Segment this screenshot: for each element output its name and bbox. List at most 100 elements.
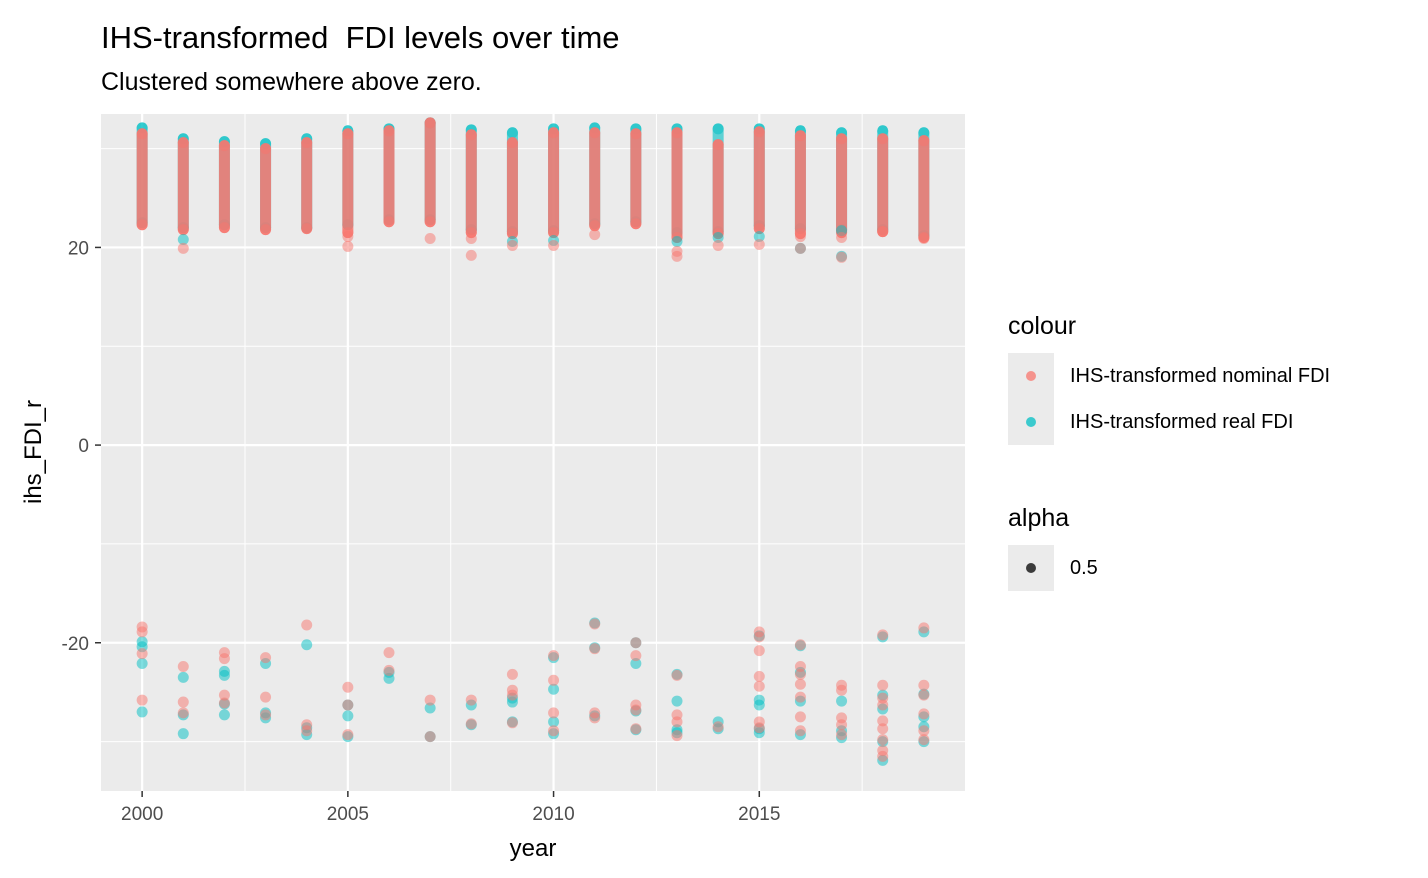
data-point-real [383,672,395,684]
point-band-nominal [342,128,354,239]
data-point-nominal [753,238,765,250]
data-point-nominal [671,730,683,742]
data-point-nominal [136,626,148,638]
legend-dot-nominal [1026,371,1036,381]
point-band-nominal [136,128,148,231]
point-band-nominal [630,128,642,230]
data-point-real [136,658,148,670]
data-point-nominal [301,137,313,149]
point-band-nominal [506,137,518,240]
point-band-nominal [465,129,477,239]
legend-item-real: IHS-transformed real FDI [1008,399,1330,445]
point-band-nominal [836,133,848,239]
data-point-nominal [177,224,189,236]
x-tick-label: 2015 [738,804,780,825]
data-point-nominal [136,648,148,660]
data-point-nominal [506,137,518,149]
data-point-nominal [589,618,601,630]
point-band-nominal [753,126,765,235]
data-point-nominal [548,674,560,686]
data-point-nominal [548,725,560,737]
legend-key-real [1008,399,1054,445]
data-point-nominal [260,691,272,703]
data-point-nominal [630,704,642,716]
data-point-nominal [918,233,930,245]
data-point-nominal [218,140,230,152]
data-point-nominal [918,725,930,737]
data-point-real [753,231,765,243]
data-point-nominal [630,637,642,649]
data-point-nominal [177,696,189,708]
data-point-nominal [383,664,395,676]
data-point-nominal [342,699,354,711]
data-point-nominal [424,117,436,129]
data-point-nominal [383,125,395,137]
y-tick-label: -20 [62,634,89,655]
data-point-real [177,728,189,740]
data-point-real [506,127,518,139]
data-points [136,225,930,766]
data-point-nominal [589,127,601,139]
data-point-nominal [794,639,806,651]
data-point-real [342,710,354,722]
data-point-nominal [136,128,148,140]
data-point-nominal [794,678,806,690]
point-band-nominal [260,143,272,236]
legend-key-alpha [1008,545,1054,591]
data-point-nominal [877,226,889,238]
data-point-nominal [794,725,806,737]
data-point-nominal [671,127,683,139]
data-point-nominal [506,689,518,701]
data-point-nominal [177,137,189,149]
data-point-nominal [301,725,313,737]
data-point-nominal [465,694,477,706]
data-point-nominal [753,670,765,682]
data-point-nominal [548,707,560,719]
data-point-nominal [136,219,148,231]
data-point-nominal [794,711,806,723]
data-point-real [548,683,560,695]
data-point-nominal [671,716,683,728]
data-point-nominal [877,629,889,641]
legend-label-alpha: 0.5 [1070,556,1098,579]
data-point-nominal [589,229,601,241]
data-point-nominal [177,707,189,719]
data-point-nominal [794,231,806,243]
point-band-nominal [794,130,806,240]
point-band-nominal [589,127,601,232]
alpha-legend: alpha 0.5 [1008,504,1098,591]
legend-dot-real [1026,417,1036,427]
data-point-nominal [794,668,806,680]
data-point-nominal [753,223,765,235]
data-point-real [712,232,724,244]
plot-panel [101,114,965,791]
point-band-nominal [383,125,395,228]
data-point-nominal [753,722,765,734]
data-point-nominal [712,721,724,733]
legend-dot-alpha [1026,563,1036,573]
data-point-nominal [630,128,642,140]
data-point-nominal [383,216,395,228]
legend-label-real: IHS-transformed real FDI [1070,410,1294,433]
data-point-nominal [877,750,889,762]
data-point-nominal [506,228,518,240]
legend-title-alpha: alpha [1008,504,1070,532]
data-point-nominal [836,729,848,741]
chart-title: IHS-transformed FDI levels over time [101,20,620,55]
data-point-nominal [548,239,560,251]
point-band-nominal [424,117,436,228]
data-point-nominal [918,689,930,701]
data-point-nominal [877,734,889,746]
data-point-nominal [506,239,518,251]
data-point-nominal [136,694,148,706]
data-point-nominal [753,126,765,138]
point-band-nominal [218,140,230,234]
data-point-nominal [877,679,889,691]
data-point-real [630,658,642,670]
legend-title-colour: colour [1008,312,1077,340]
data-point-real [548,716,560,728]
data-point-real [753,699,765,711]
legend-item-nominal: IHS-transformed nominal FDI [1008,353,1330,399]
data-point-nominal [177,660,189,672]
data-point-nominal [753,645,765,657]
